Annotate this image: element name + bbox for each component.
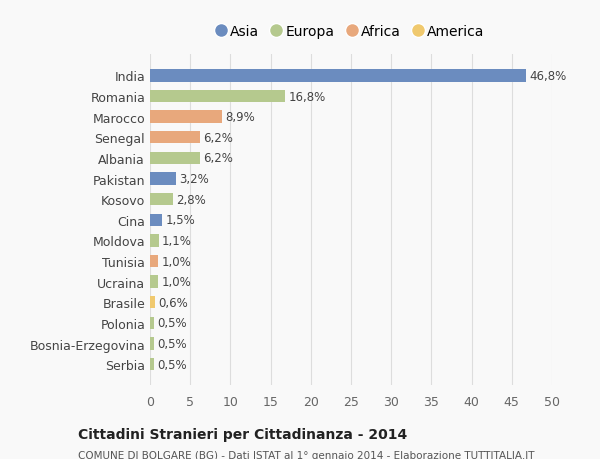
Text: 1,1%: 1,1%	[162, 235, 192, 247]
Text: 1,5%: 1,5%	[165, 214, 195, 227]
Text: 1,0%: 1,0%	[161, 255, 191, 268]
Bar	[150, 173, 176, 185]
Text: Cittadini Stranieri per Cittadinanza - 2014: Cittadini Stranieri per Cittadinanza - 2…	[78, 427, 407, 441]
Text: 6,2%: 6,2%	[203, 152, 233, 165]
Text: 8,9%: 8,9%	[225, 111, 254, 124]
Bar	[150, 70, 526, 83]
Bar	[150, 132, 200, 144]
Bar	[150, 358, 154, 370]
Text: 2,8%: 2,8%	[176, 193, 205, 206]
Text: 0,6%: 0,6%	[158, 296, 188, 309]
Text: 0,5%: 0,5%	[157, 358, 187, 371]
Bar	[150, 235, 159, 247]
Text: 6,2%: 6,2%	[203, 132, 233, 145]
Bar	[150, 255, 158, 268]
Legend: Asia, Europa, Africa, America: Asia, Europa, Africa, America	[212, 19, 490, 44]
Text: 46,8%: 46,8%	[529, 70, 567, 83]
Bar	[150, 297, 155, 309]
Text: 0,5%: 0,5%	[157, 317, 187, 330]
Bar	[150, 111, 221, 123]
Text: COMUNE DI BOLGARE (BG) - Dati ISTAT al 1° gennaio 2014 - Elaborazione TUTTITALIA: COMUNE DI BOLGARE (BG) - Dati ISTAT al 1…	[78, 450, 535, 459]
Text: 3,2%: 3,2%	[179, 173, 209, 185]
Bar	[150, 214, 162, 226]
Text: 0,5%: 0,5%	[157, 337, 187, 350]
Bar	[150, 276, 158, 288]
Bar	[150, 338, 154, 350]
Text: 16,8%: 16,8%	[288, 90, 326, 103]
Bar	[150, 152, 200, 165]
Bar	[150, 194, 173, 206]
Text: 1,0%: 1,0%	[161, 275, 191, 289]
Bar	[150, 317, 154, 330]
Bar	[150, 91, 285, 103]
